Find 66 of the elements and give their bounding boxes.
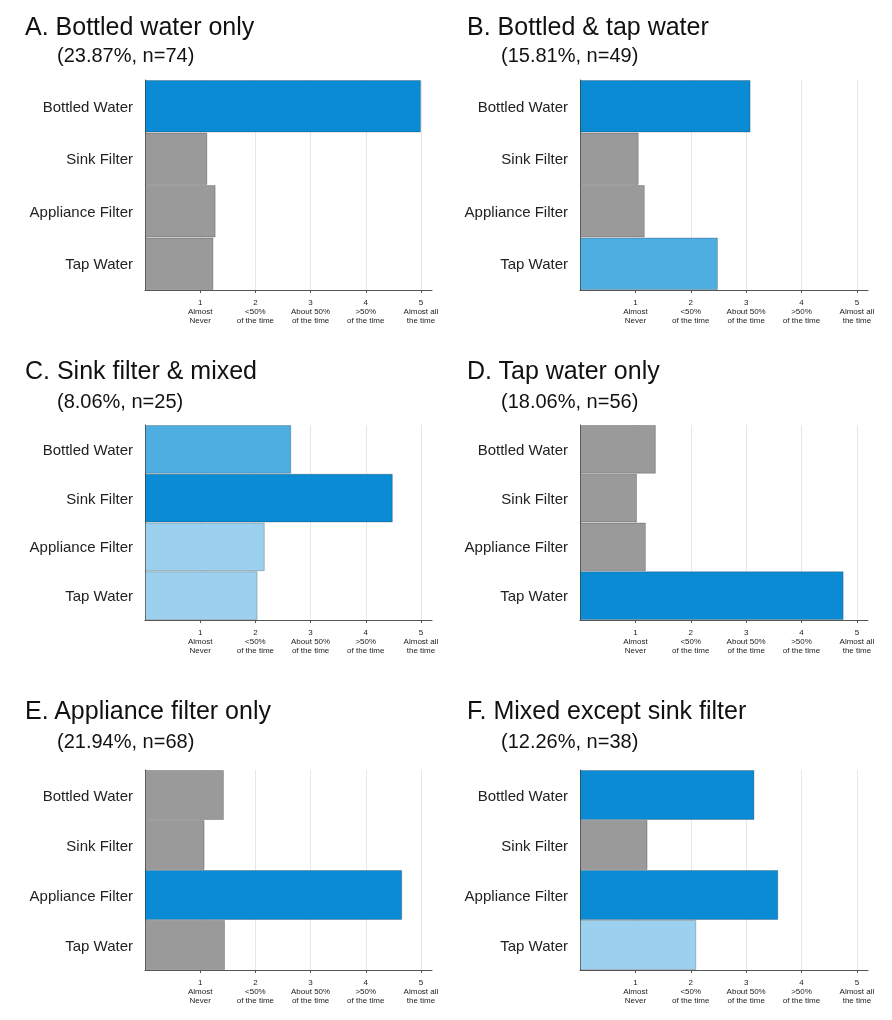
y-tick-label: Tap Water bbox=[65, 587, 133, 605]
y-tick-label: Sink Filter bbox=[66, 489, 133, 507]
y-tick-label: Tap Water bbox=[65, 255, 133, 273]
y-tick-label: Tap Water bbox=[500, 587, 568, 605]
x-tick-label: 1 Almost Never bbox=[623, 978, 649, 1005]
y-tick-label: Sink Filter bbox=[501, 489, 568, 507]
x-tick-label: 4 >50% of the time bbox=[782, 298, 821, 325]
chart-title: E. Appliance filter only bbox=[25, 695, 272, 724]
x-tick-label: 2 <50% of the time bbox=[236, 298, 275, 325]
y-tick-label: Sink Filter bbox=[66, 150, 133, 168]
x-tick-label: 3 About 50% of the time bbox=[726, 628, 766, 655]
chart-title: B. Bottled & tap water bbox=[467, 11, 709, 40]
y-tick-label: Appliance Filter bbox=[29, 538, 133, 556]
x-tick-label: 4 >50% of the time bbox=[347, 298, 385, 325]
y-tick-label: Appliance Filter bbox=[464, 538, 568, 556]
x-tick-label: 5 Almost all the time bbox=[403, 298, 439, 325]
x-tick-label: 5 Almost all the time bbox=[839, 628, 875, 655]
y-tick-label: Appliance Filter bbox=[464, 886, 568, 904]
chart-title: D. Tap water only bbox=[467, 355, 661, 384]
y-tick-label: Tap Water bbox=[500, 936, 568, 954]
y-tick-label: Sink Filter bbox=[66, 836, 133, 854]
x-tick-label: 5 Almost all the time bbox=[839, 298, 875, 325]
x-tick-label: 2 <50% of the time bbox=[672, 628, 710, 655]
chart-subtitle: (23.87%, n=74) bbox=[57, 44, 195, 66]
x-tick-label: 1 Almost Never bbox=[187, 298, 214, 325]
y-tick-label: Appliance Filter bbox=[29, 886, 133, 904]
y-tick-label: Tap Water bbox=[500, 255, 568, 273]
x-tick-label: 1 Almost Never bbox=[623, 298, 649, 325]
x-tick-label: 3 About 50% of the time bbox=[291, 298, 331, 325]
x-tick-label: 3 About 50% of the time bbox=[726, 978, 766, 1005]
chart-subtitle: (21.94%, n=68) bbox=[57, 730, 195, 752]
chart-subtitle: (18.06%, n=56) bbox=[501, 390, 639, 412]
x-tick-label: 2 <50% of the time bbox=[236, 978, 275, 1005]
x-tick-label: 2 <50% of the time bbox=[672, 978, 710, 1005]
y-tick-label: Bottled Water bbox=[477, 97, 568, 115]
y-tick-label: Bottled Water bbox=[477, 440, 568, 458]
y-tick-label: Sink Filter bbox=[501, 150, 568, 168]
x-tick-label: 4 >50% of the time bbox=[347, 628, 385, 655]
y-tick-label: Bottled Water bbox=[42, 786, 133, 804]
x-tick-label: 5 Almost all the time bbox=[403, 628, 439, 655]
x-tick-label: 4 >50% of the time bbox=[782, 628, 821, 655]
chart-subtitle: (15.81%, n=49) bbox=[501, 44, 639, 66]
chart-subtitle: (8.06%, n=25) bbox=[57, 390, 184, 412]
x-tick-label: 3 About 50% of the time bbox=[726, 298, 766, 325]
x-tick-label: 5 Almost all the time bbox=[403, 978, 439, 1005]
x-tick-label: 4 >50% of the time bbox=[782, 978, 821, 1005]
chart-title: C. Sink filter & mixed bbox=[25, 355, 258, 384]
y-tick-label: Bottled Water bbox=[42, 440, 133, 458]
chart-title: A. Bottled water only bbox=[25, 11, 255, 40]
y-tick-label: Tap Water bbox=[65, 936, 133, 954]
chart-subtitle: (12.26%, n=38) bbox=[501, 730, 639, 752]
x-tick-label: 3 About 50% of the time bbox=[291, 628, 331, 655]
x-tick-label: 1 Almost Never bbox=[623, 628, 649, 655]
x-tick-label: 1 Almost Never bbox=[187, 628, 214, 655]
x-tick-label: 3 About 50% of the time bbox=[291, 978, 331, 1005]
y-tick-label: Sink Filter bbox=[501, 836, 568, 854]
chart-title: F. Mixed except sink filter bbox=[467, 695, 747, 724]
x-tick-label: 5 Almost all the time bbox=[839, 978, 875, 1005]
x-tick-label: 1 Almost Never bbox=[187, 978, 214, 1005]
x-tick-label: 4 >50% of the time bbox=[347, 978, 385, 1005]
y-tick-label: Appliance Filter bbox=[29, 202, 133, 220]
x-tick-label: 2 <50% of the time bbox=[672, 298, 710, 325]
y-tick-label: Bottled Water bbox=[477, 786, 568, 804]
y-tick-label: Bottled Water bbox=[42, 97, 133, 115]
y-tick-label: Appliance Filter bbox=[464, 202, 568, 220]
x-tick-label: 2 <50% of the time bbox=[236, 628, 275, 655]
